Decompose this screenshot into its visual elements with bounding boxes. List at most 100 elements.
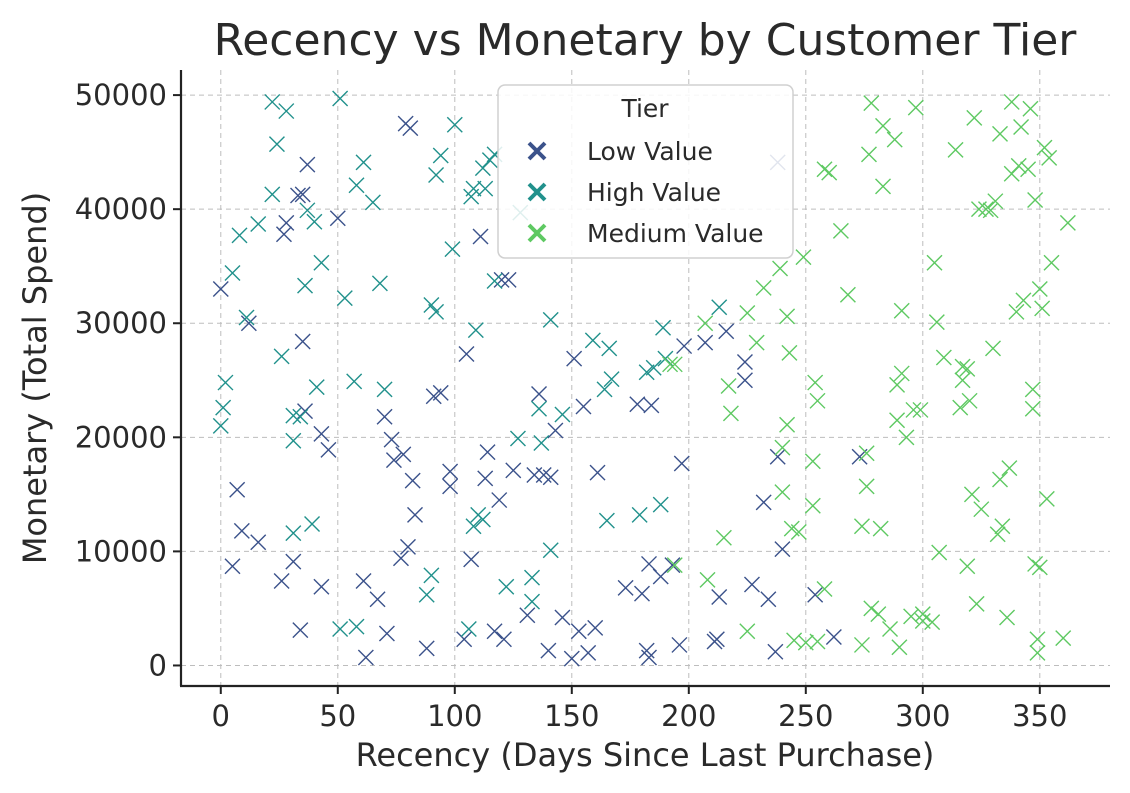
data-point (348, 177, 365, 194)
data-point (992, 125, 1009, 142)
data-point (474, 511, 491, 528)
data-point (603, 371, 620, 388)
data-point (870, 606, 887, 623)
data-point (432, 384, 449, 401)
data-point (1003, 93, 1020, 110)
data-point (863, 600, 880, 617)
data-point (495, 631, 512, 648)
data-point (1059, 214, 1076, 231)
data-point (781, 344, 798, 361)
data-point (1008, 303, 1025, 320)
data-point (673, 455, 690, 472)
data-point (575, 398, 592, 415)
data-point (966, 109, 983, 126)
data-point (629, 396, 646, 413)
data-point (739, 304, 756, 321)
data-point (643, 397, 660, 414)
legend-marker-icon (527, 141, 547, 161)
data-point (428, 166, 445, 183)
data-point (853, 518, 870, 535)
data-point (524, 569, 541, 586)
data-point (825, 628, 842, 645)
data-point (992, 471, 1009, 488)
y-axis-label: Monetary (Total Spend) (16, 192, 54, 564)
data-point (982, 202, 999, 219)
data-point (531, 385, 548, 402)
data-point (442, 478, 459, 495)
data-point (285, 553, 302, 570)
data-point (977, 201, 994, 218)
data-point (968, 595, 985, 612)
data-point (882, 620, 899, 637)
data-point (748, 334, 765, 351)
data-point (376, 408, 393, 425)
data-point (926, 254, 943, 271)
data-point (224, 265, 241, 282)
data-point (500, 271, 517, 288)
data-point (1015, 292, 1032, 309)
legend-marker-icon (527, 182, 547, 202)
data-point (1038, 490, 1055, 507)
data-point (294, 333, 311, 350)
data-point (533, 435, 550, 452)
data-point (662, 356, 679, 373)
data-point (907, 99, 924, 116)
data-point (985, 340, 1001, 357)
data-point (769, 448, 786, 465)
data-point (858, 445, 875, 462)
data-point (1043, 254, 1060, 271)
y-tick-label: 40000 (75, 192, 167, 226)
data-point (664, 557, 681, 574)
x-tick-label: 200 (661, 699, 716, 733)
data-point (285, 525, 302, 542)
data-point (224, 558, 241, 575)
data-point (407, 506, 423, 523)
data-point (860, 146, 877, 163)
x-tick-label: 300 (895, 699, 950, 733)
data-point (886, 131, 903, 148)
y-tick-label: 20000 (75, 420, 167, 454)
data-point (477, 470, 494, 487)
data-point (903, 608, 920, 625)
data-point (655, 319, 672, 336)
data-point (554, 406, 571, 423)
data-point (313, 425, 330, 442)
data-point (935, 349, 952, 366)
data-point (444, 241, 461, 258)
data-point (853, 636, 870, 653)
data-point (371, 275, 388, 292)
data-point (477, 180, 494, 197)
data-point (774, 484, 791, 501)
data-point (584, 332, 601, 349)
data-point (959, 360, 976, 377)
data-point (790, 524, 807, 540)
data-point (711, 299, 728, 316)
legend-label: Medium Value (587, 219, 764, 248)
data-point (292, 622, 309, 639)
data-point (285, 432, 302, 449)
data-point (332, 90, 349, 107)
data-point (875, 178, 892, 195)
data-point (299, 202, 316, 219)
data-point (641, 649, 658, 666)
data-point (743, 576, 760, 593)
data-point (1027, 192, 1044, 209)
data-point (807, 374, 824, 391)
axes (179, 70, 1110, 688)
data-point (645, 359, 662, 376)
data-point (804, 497, 821, 514)
data-point (273, 573, 290, 590)
data-point (718, 323, 735, 340)
data-point (931, 544, 948, 561)
data-point (299, 156, 316, 173)
data-point (460, 620, 477, 637)
data-point (278, 103, 295, 120)
data-point (891, 639, 908, 656)
data-point (779, 416, 796, 433)
data-point (428, 303, 445, 320)
legend-marker-icon (527, 223, 547, 243)
data-point (498, 578, 515, 595)
data-point (893, 365, 910, 382)
data-point (290, 187, 306, 204)
